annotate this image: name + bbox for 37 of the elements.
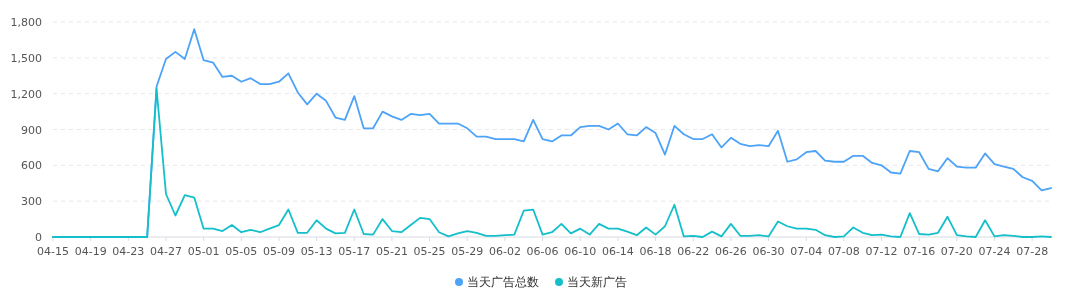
- x-tick-label: 04-23: [112, 245, 145, 258]
- line-series: [52, 87, 1052, 238]
- y-tick-label: 0: [35, 231, 42, 244]
- x-tick-label: 06-02: [488, 245, 521, 258]
- legend-label: 当天新广告: [567, 275, 627, 289]
- x-tick-label: 05-05: [225, 245, 258, 258]
- x-tick-label: 05-29: [451, 245, 484, 258]
- x-tick-label: 05-17: [338, 245, 371, 258]
- y-tick-label: 1,800: [10, 16, 42, 29]
- x-tick-label: 05-13: [300, 245, 333, 258]
- x-tick-label: 06-18: [639, 245, 672, 258]
- y-tick-label: 1,200: [10, 87, 42, 101]
- x-tick-label: 06-10: [564, 245, 597, 258]
- x-tick-label: 06-06: [526, 245, 559, 258]
- x-tick-label: 05-09: [262, 245, 295, 258]
- x-tick-label: 05-25: [413, 245, 446, 258]
- x-tick-label: 07-20: [940, 245, 973, 258]
- x-tick-label: 07-08: [827, 245, 860, 258]
- y-tick-label: 300: [21, 195, 42, 209]
- x-tick-label: 07-24: [978, 245, 1011, 258]
- x-tick-label: 05-01: [187, 245, 220, 258]
- x-tick-label: 04-15: [37, 245, 69, 258]
- x-tick-label: 07-12: [865, 245, 898, 258]
- legend-label: 当天广告总数: [467, 275, 539, 289]
- x-tick-label: 07-16: [903, 245, 936, 258]
- x-tick-label: 06-26: [714, 245, 747, 258]
- x-tick-label: 07-28: [1016, 245, 1049, 258]
- y-tick-label: 1,500: [10, 51, 42, 65]
- x-tick-label: 06-22: [677, 245, 710, 258]
- x-tick-label: 07-04: [790, 245, 823, 258]
- x-tick-label: 06-30: [752, 245, 785, 258]
- x-tick-label: 06-14: [601, 245, 634, 258]
- y-tick-label: 900: [21, 123, 42, 137]
- x-tick-label: 04-19: [74, 245, 107, 258]
- x-tick-label: 05-21: [375, 245, 408, 258]
- x-tick-label: 04-27: [150, 245, 182, 258]
- y-tick-label: 600: [21, 159, 42, 173]
